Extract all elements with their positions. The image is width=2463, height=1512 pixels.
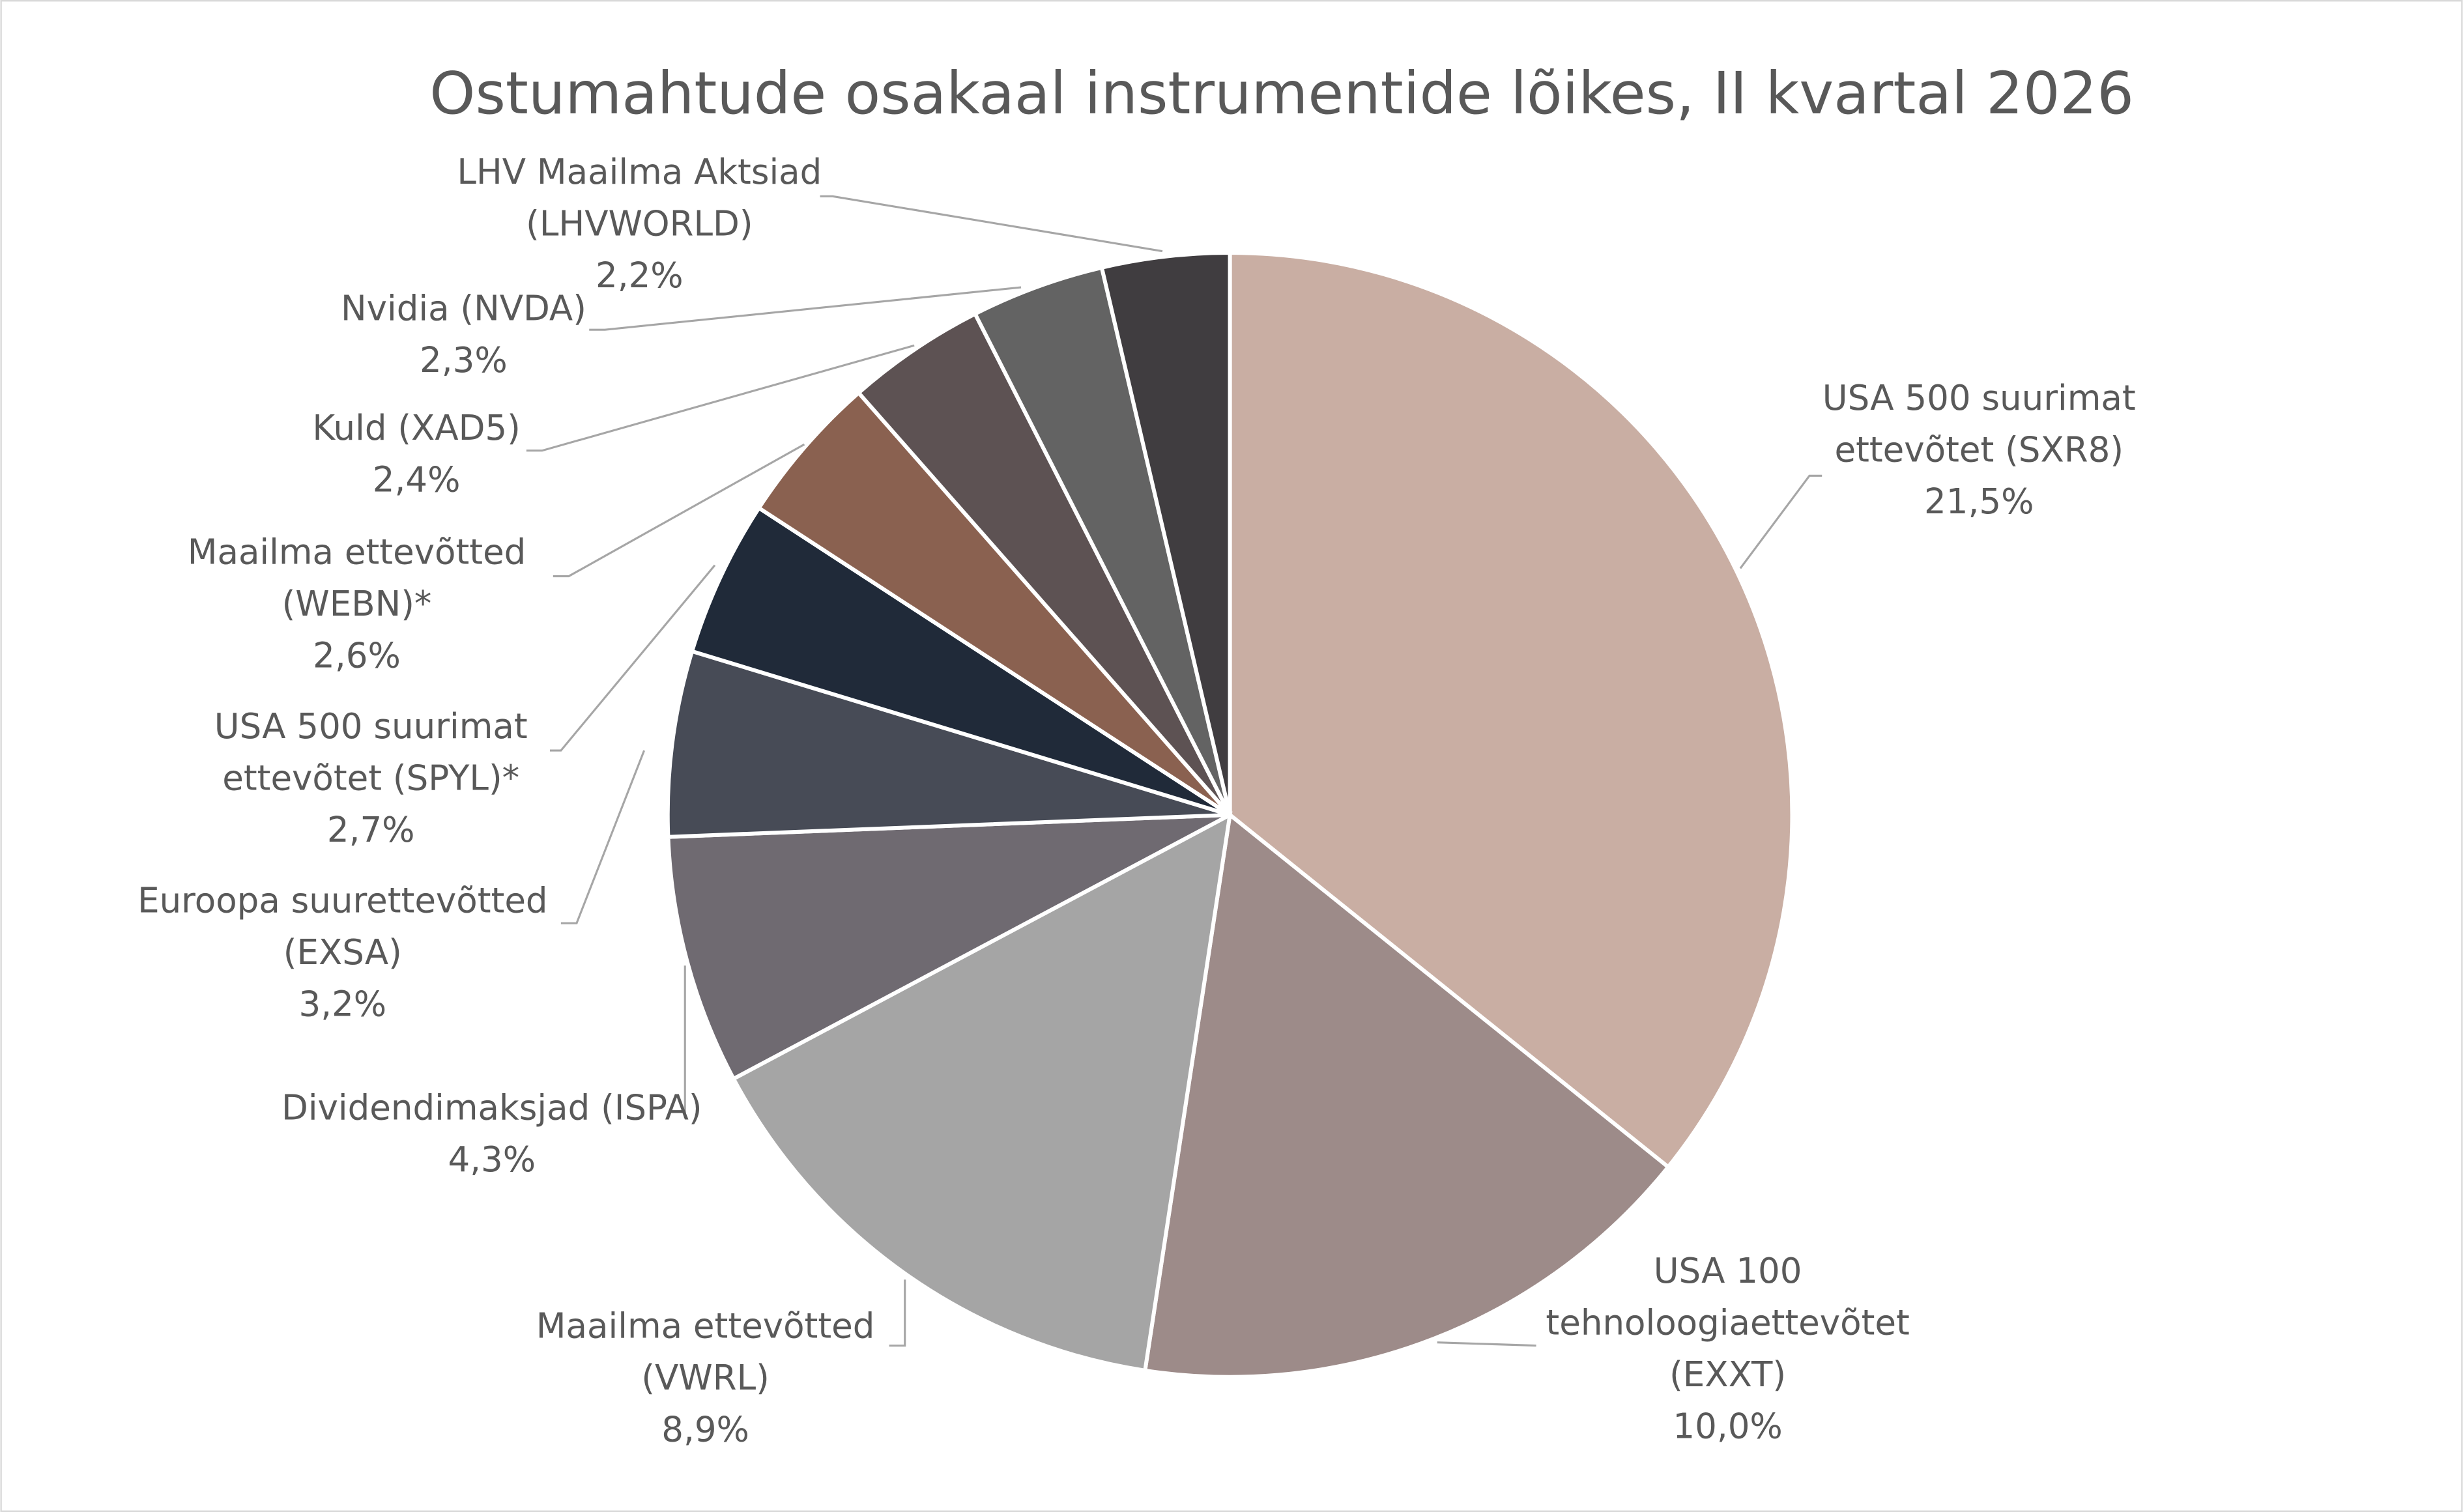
label-line: LHV Maailma Aktsiad xyxy=(457,152,822,192)
pie-slice xyxy=(856,311,1232,816)
chart-title: Ostumahtude osakaal instrumentide lõikes… xyxy=(429,60,2134,128)
label-line: (EXXT) xyxy=(1669,1354,1786,1395)
pie-slice xyxy=(666,812,1232,1082)
label-line: ettevõtet (SPYL)* xyxy=(222,758,519,798)
category-label: USA 500 suurimat ettevõtet (SPYL)* xyxy=(214,706,528,799)
label-line: (VWRL) xyxy=(641,1358,769,1398)
leader-line xyxy=(1437,1341,1536,1347)
leader-line xyxy=(549,564,716,752)
value-label: 2,4% xyxy=(373,459,461,500)
label-line: (LHVWORLD) xyxy=(526,204,753,244)
label-line: Kuld (XAD5) xyxy=(312,408,520,448)
leader-line xyxy=(560,750,646,924)
category-label: Dividendimaksjad (ISPA) xyxy=(281,1087,702,1128)
label-line: Nvidia (NVDA) xyxy=(341,289,586,329)
value-label: 2,3% xyxy=(420,340,508,380)
leader-line xyxy=(889,1279,906,1347)
category-label: USA 500 suurimat ettevõtet (SXR8) xyxy=(1822,378,2136,470)
label-line: Euroopa suurettevõtted xyxy=(137,880,548,920)
category-label: Kuld (XAD5) xyxy=(312,408,520,448)
pie-slice xyxy=(689,505,1232,817)
category-label: Maailma ettevõtted (WEBN)* xyxy=(188,532,526,624)
leader-line xyxy=(526,344,915,452)
pie-slice xyxy=(972,265,1232,816)
value-label: 4,3% xyxy=(448,1139,536,1180)
pie-slice xyxy=(665,648,1231,839)
pie-slice xyxy=(1142,811,1671,1379)
category-label: Euroopa suurettevõtted (EXSA) xyxy=(137,880,548,973)
label-line: Maailma ettevõtted xyxy=(188,532,526,572)
pie-slice xyxy=(730,811,1233,1373)
value-label: 3,2% xyxy=(298,984,386,1024)
label-line: Maailma ettevõtted xyxy=(536,1305,875,1346)
leader-line xyxy=(1739,474,1822,569)
label-line: (EXSA) xyxy=(283,932,402,973)
category-label: Nvidia (NVDA) xyxy=(341,289,586,329)
label-line: Dividendimaksjad (ISPA) xyxy=(281,1087,702,1128)
leader-line xyxy=(820,195,1163,253)
value-label: 8,9% xyxy=(661,1410,749,1450)
category-label: Maailma ettevõtted (VWRL) xyxy=(536,1305,875,1398)
value-label: 10,0% xyxy=(1673,1406,1782,1447)
value-label: 2,7% xyxy=(327,810,415,850)
category-label: USA 100 tehnoloogiaettevõtet (EXXT) xyxy=(1546,1251,1909,1395)
label-line: ettevõtet (SXR8) xyxy=(1834,430,2124,470)
category-label: LHV Maailma Aktsiad (LHVWORLD) xyxy=(457,152,822,244)
label-line: USA 500 suurimat xyxy=(1822,378,2136,418)
value-label: 21,5% xyxy=(1924,481,2034,522)
value-label: 2,2% xyxy=(596,255,684,296)
pie-slice xyxy=(1099,251,1232,816)
leader-line xyxy=(553,443,805,578)
pie-slice xyxy=(1228,251,1794,1170)
label-line: tehnoloogiaettevõtet xyxy=(1546,1303,1909,1343)
label-line: USA 100 xyxy=(1654,1251,1802,1291)
label-line: (WEBN)* xyxy=(282,584,432,624)
leader-line xyxy=(589,286,1022,331)
value-label: 2,6% xyxy=(313,635,401,676)
label-line: USA 500 suurimat xyxy=(214,706,528,747)
pie-slice xyxy=(756,390,1232,817)
